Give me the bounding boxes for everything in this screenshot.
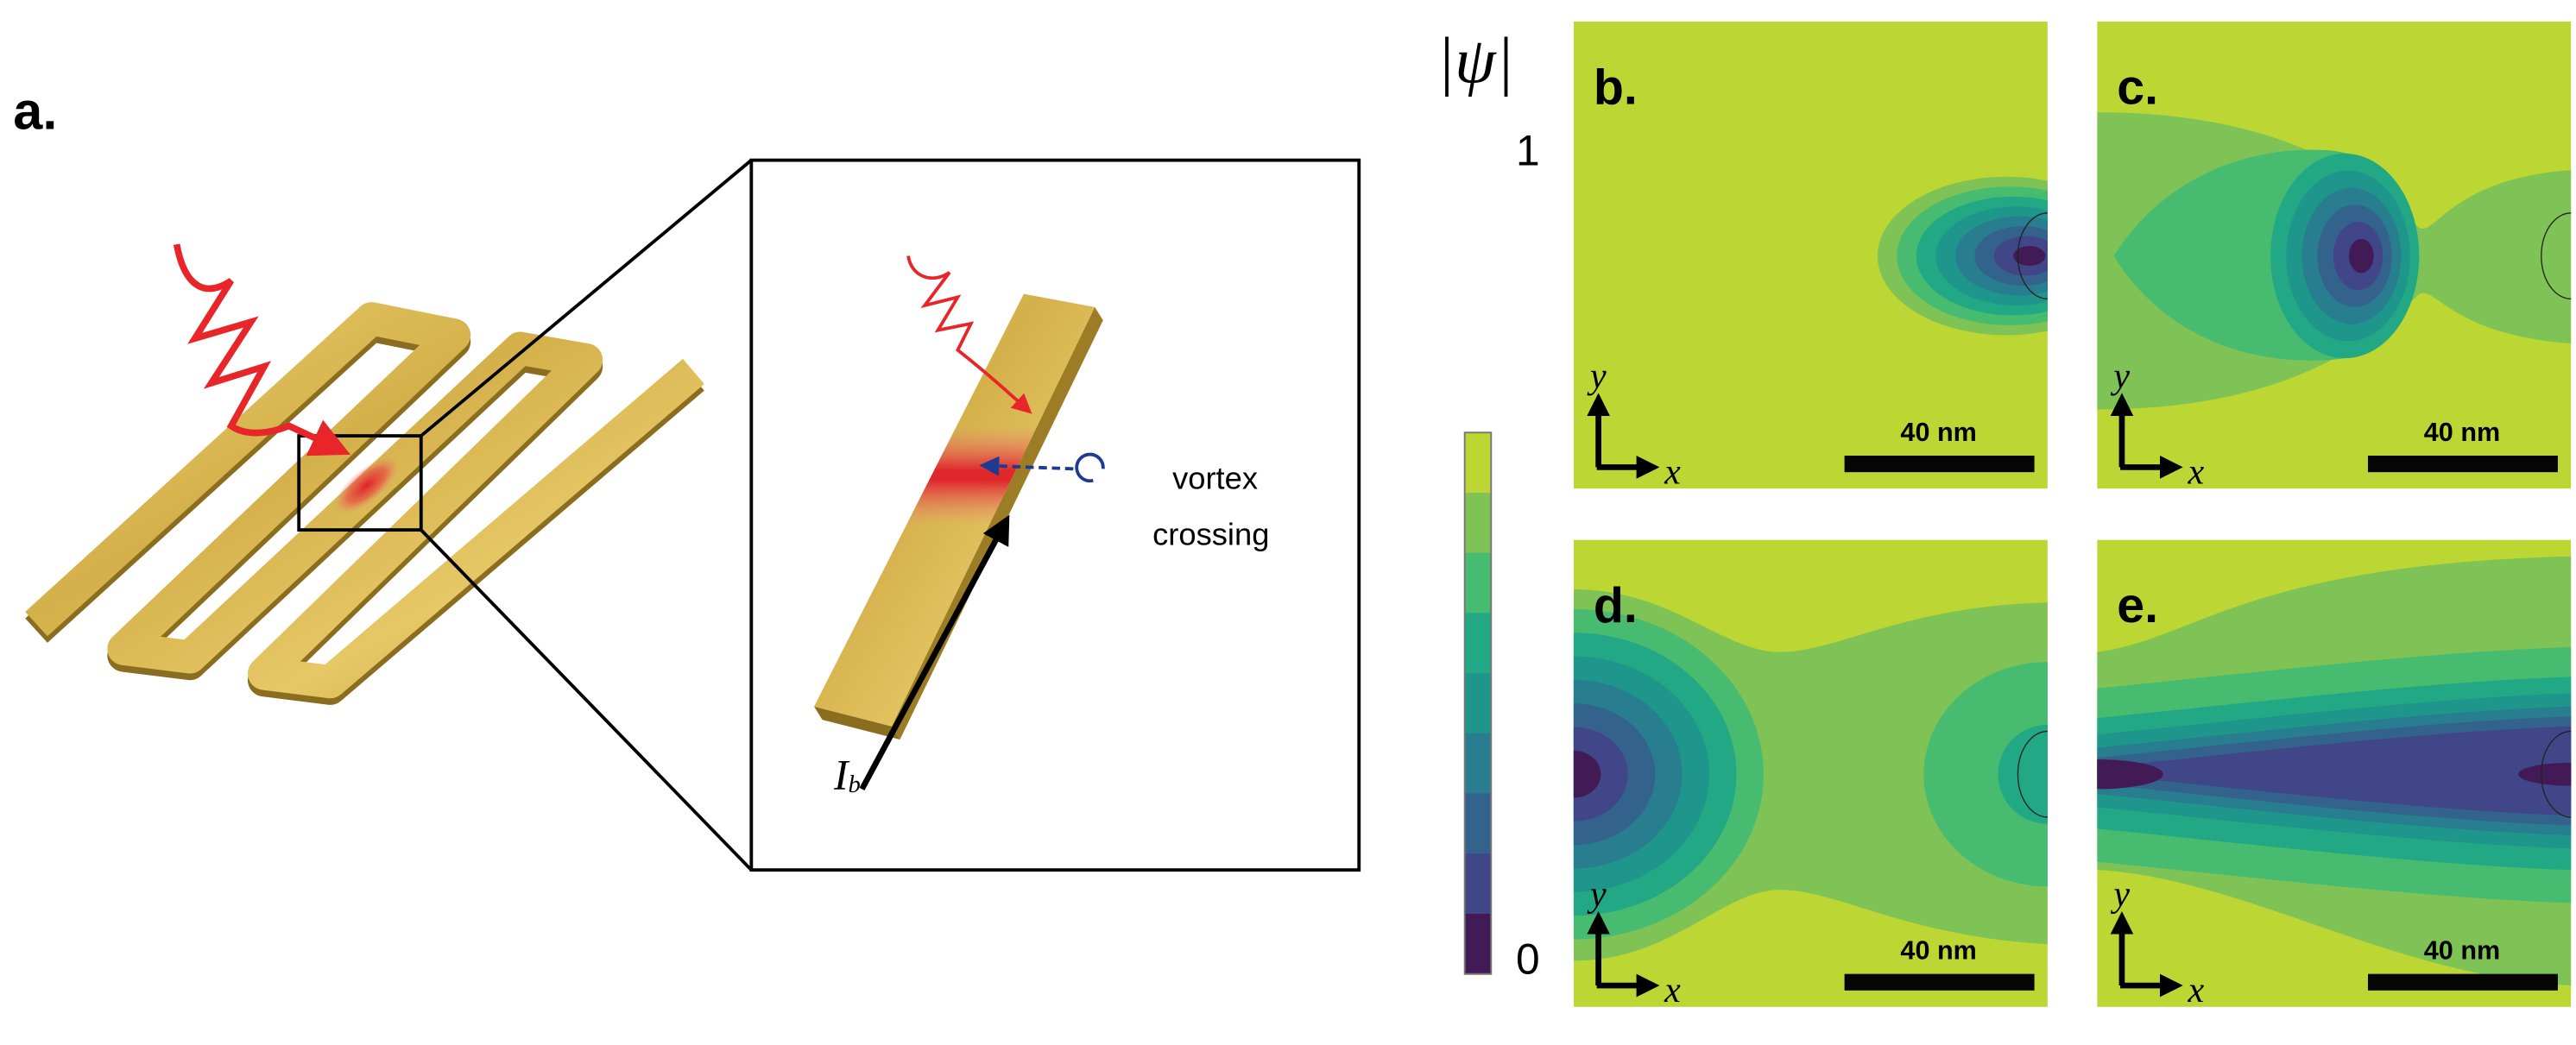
scale-bar-label: 40 nm <box>1900 418 1976 447</box>
scale-bar-label: 40 nm <box>2424 418 2500 447</box>
y-axis-label: y <box>2110 357 2130 397</box>
scale-bar <box>1844 456 2035 473</box>
colorbar-level <box>1464 492 1492 554</box>
panel-e: e. y x 40 nm <box>2097 539 2572 1010</box>
vortex-path-arrow <box>979 456 1074 476</box>
colorbar-title: |ψ| <box>1436 24 1514 98</box>
colorbar-level <box>1464 913 1492 975</box>
colorbar-level <box>1464 613 1492 675</box>
scale-bar-label: 40 nm <box>2424 935 2500 965</box>
bias-current-label: Ib <box>833 751 861 798</box>
colorbar-level <box>1464 673 1492 734</box>
colorbar: |ψ| 1 0 <box>1436 24 1539 984</box>
colorbar-level <box>1464 432 1492 494</box>
panel-label: c. <box>2117 60 2158 116</box>
colorbar-levels <box>1464 432 1492 975</box>
scale-bar <box>2367 456 2558 473</box>
colorbar-min-label: 0 <box>1516 935 1540 984</box>
y-axis-label: y <box>2110 875 2130 915</box>
inset-box <box>749 158 1361 872</box>
panel-c: c. y x 40 nm <box>2097 21 2572 493</box>
x-axis-label: x <box>1664 971 1681 1010</box>
colorbar-level <box>1464 733 1492 795</box>
panel-d: d. y x 40 nm <box>1573 539 2048 1010</box>
bias-current-arrow <box>859 514 1010 791</box>
colorbar-level <box>1464 552 1492 614</box>
hotspot <box>334 456 399 514</box>
panel-label: b. <box>1594 60 1638 116</box>
y-axis-label: y <box>1587 357 1607 397</box>
zoom-line-top <box>420 159 753 438</box>
inset-photon-arrow <box>906 255 1032 414</box>
panel-b: b. y x 40 nm <box>1573 21 2048 493</box>
annotation-crossing: crossing <box>1152 516 1269 551</box>
colorbar-max-label: 1 <box>1516 126 1540 174</box>
zoom-box <box>297 434 423 532</box>
scale-bar <box>1844 973 2035 991</box>
zoom-line-bottom <box>420 528 753 872</box>
annotation-vortex: vortex <box>1172 460 1258 495</box>
x-axis-label: x <box>1664 453 1681 493</box>
y-axis-label: y <box>1587 875 1607 915</box>
photon-arrow <box>173 243 350 456</box>
scale-bar-label: 40 nm <box>1900 935 1976 965</box>
x-axis-label: x <box>2187 453 2204 493</box>
panel-label: e. <box>2117 578 2158 633</box>
vortex-icon <box>1075 452 1105 483</box>
panel-a-label: a. <box>13 81 57 140</box>
x-axis-label: x <box>2187 971 2204 1010</box>
panel-label: d. <box>1594 578 1638 633</box>
colorbar-level <box>1464 793 1492 855</box>
colorbar-level <box>1464 853 1492 915</box>
panel-a: a. Ib vortex crossing <box>13 81 1361 872</box>
scale-bar <box>2367 973 2558 991</box>
